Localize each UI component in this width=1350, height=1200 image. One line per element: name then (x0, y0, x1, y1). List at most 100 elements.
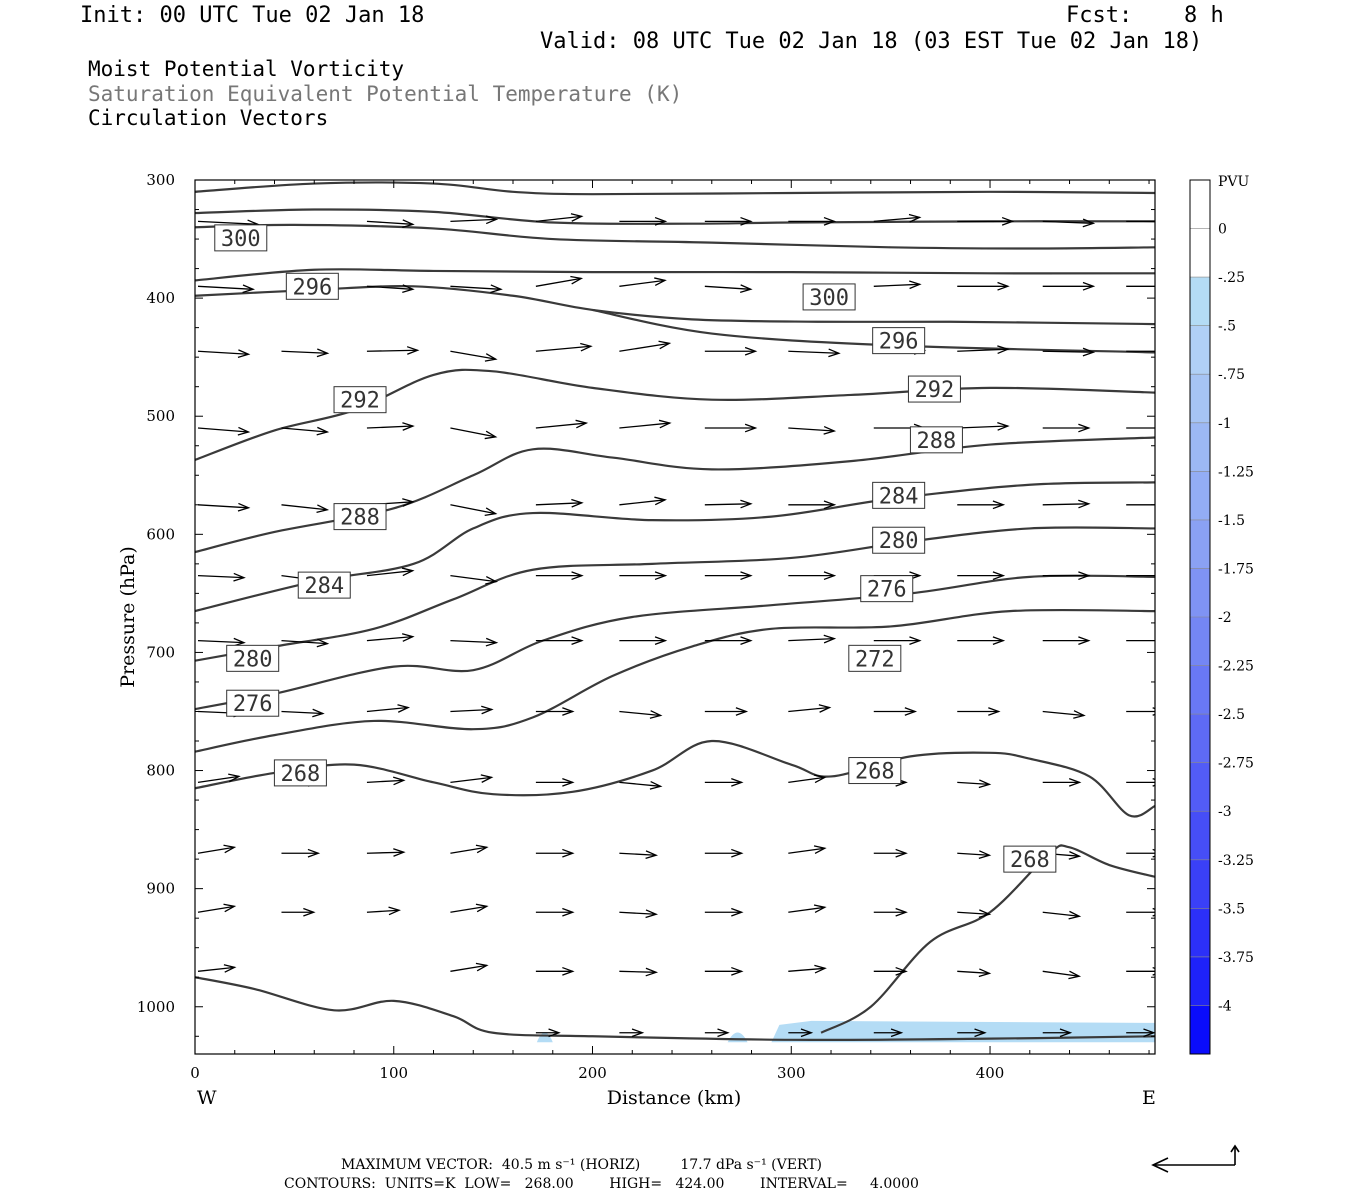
vector-arrowhead (1059, 1028, 1073, 1038)
circulation-vector (450, 708, 492, 713)
colorbar-level-label: -.75 (1218, 367, 1245, 383)
circulation-vector (873, 283, 920, 287)
circulation-vector (366, 706, 409, 713)
vector-arrowhead (562, 848, 575, 858)
vector-arrowhead (1078, 571, 1091, 581)
colorbar-swatch (1190, 665, 1210, 715)
vector-arrowhead (475, 962, 489, 972)
vector-arrowhead (402, 422, 415, 431)
vector-arrowhead (223, 844, 237, 854)
theta-es-contour (195, 285, 1155, 326)
vector-arrowhead (480, 774, 494, 783)
colorbar-swatch (1190, 471, 1210, 520)
vector-arrowhead (1143, 1028, 1155, 1038)
circulation-vector (366, 220, 413, 225)
circulation-vector (450, 846, 487, 854)
colorbar-swatch (1190, 714, 1210, 763)
contour-label: 296 (879, 330, 919, 355)
contour-label: 288 (917, 429, 957, 454)
colorbar-level-label: -2.75 (1218, 756, 1254, 772)
vector-arrowhead (645, 909, 659, 919)
vector-arrowhead (1162, 424, 1172, 432)
vector-arrowhead (978, 779, 992, 789)
colorbar-swatch (1190, 811, 1210, 860)
vector-arrowhead (631, 1028, 645, 1038)
vector-arrowhead (237, 502, 251, 512)
contour-label: 276 (867, 578, 907, 603)
vector-arrowhead (1078, 423, 1091, 433)
theta-es-contour (195, 181, 1155, 196)
circulation-vector (450, 427, 496, 438)
vector-arrowhead (740, 571, 753, 581)
vector-arrowhead (731, 848, 744, 858)
vector-arrowhead (978, 909, 992, 919)
vector-arrowhead (242, 284, 256, 294)
x-tick-label: 300 (777, 1064, 806, 1082)
circulation-vector (704, 285, 751, 290)
vector-arrowhead (823, 571, 837, 581)
circulation-vector (619, 499, 666, 506)
vector-arrowhead (1162, 283, 1172, 291)
vector-arrowhead (654, 216, 668, 226)
vector-arrowhead (475, 903, 489, 913)
colorbar-level-label: -.5 (1218, 319, 1236, 335)
vector-arrowhead (485, 637, 499, 647)
legend-line-3: Circulation Vectors (88, 106, 329, 130)
theta-es-contour (195, 526, 1155, 662)
vector-arrowhead (233, 572, 246, 582)
contour-label-box (848, 757, 902, 785)
theta-es-contour (195, 739, 1155, 818)
colorbar-level-label: -3.5 (1218, 901, 1245, 917)
y-tick-label: 600 (146, 525, 175, 543)
circulation-vector (619, 781, 661, 787)
colorbar-level-label: -2.25 (1218, 659, 1254, 675)
vector-arrowhead (1001, 216, 1015, 226)
vector-arrowhead (654, 571, 668, 581)
colorbar-swatch (1190, 617, 1210, 666)
colorbar-level-label: 0 (1218, 222, 1227, 238)
vector-arrowhead (548, 1028, 561, 1038)
vector-arrowhead (654, 496, 667, 506)
circulation-vector (450, 964, 487, 972)
contour-label: 280 (879, 529, 919, 554)
vector-arrowhead (814, 964, 827, 974)
contour-label-box (333, 386, 387, 414)
contour-label-box (226, 689, 280, 717)
vector-arrowhead (1082, 218, 1096, 228)
colorbar-swatch (1190, 277, 1210, 326)
contour-label-box (872, 526, 926, 554)
circulation-vector (366, 909, 400, 913)
x-tick-label: 100 (379, 1064, 408, 1082)
theta-es-contour (195, 268, 1155, 282)
circulation-vector (450, 285, 501, 290)
vector-arrowhead (1073, 710, 1086, 719)
vector-arrowhead (402, 498, 415, 507)
fcst-value: 8 h (1184, 3, 1224, 28)
mpv-shaded-patch (727, 1032, 748, 1043)
circulation-vector (366, 425, 413, 429)
vector-arrowhead (401, 567, 415, 577)
circulation-vector (197, 350, 249, 355)
vector-arrowhead (649, 780, 663, 790)
vector-arrowhead (397, 704, 411, 713)
circulation-vector (957, 425, 1008, 429)
vector-arrowhead (485, 215, 499, 225)
x-tick-label: 0 (190, 1064, 200, 1082)
circulation-vector (197, 575, 244, 579)
circulation-vector (366, 779, 404, 784)
circulation-vector (619, 852, 657, 856)
circulation-vector (366, 285, 413, 290)
circulation-vector (957, 911, 990, 915)
vector-arrowhead (562, 707, 575, 716)
vector-arrowhead (562, 777, 575, 787)
vector-arrowhead (731, 966, 744, 976)
contour-label-box (802, 283, 856, 311)
contour-label-box (297, 571, 351, 599)
vector-arrowhead (1082, 347, 1096, 357)
colorbar-level-label: -1.25 (1218, 464, 1254, 480)
contour-label-box (214, 224, 268, 252)
vector-arrowhead (316, 426, 330, 436)
vector-arrowhead (307, 848, 321, 858)
x-end-label-east: E (1142, 1087, 1156, 1109)
